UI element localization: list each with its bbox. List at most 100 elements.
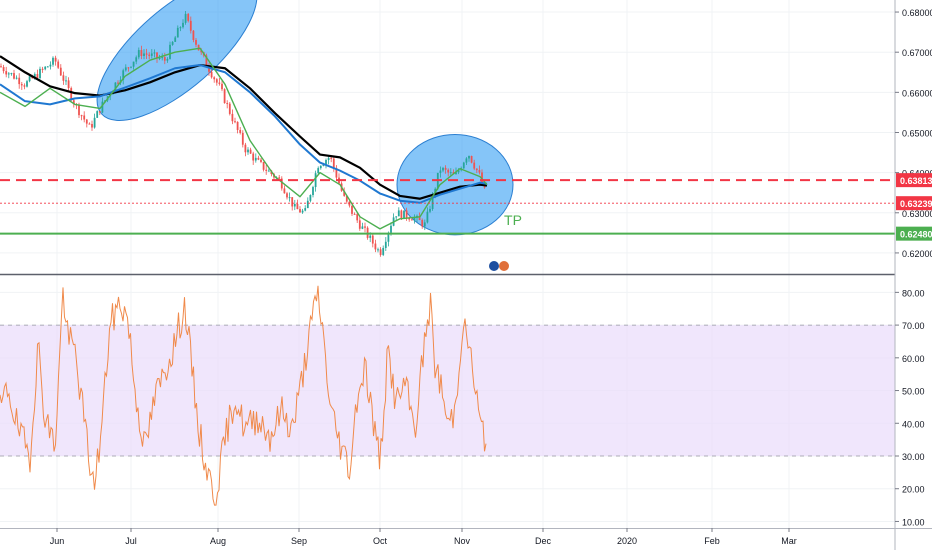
candle-body [288, 197, 291, 199]
candle-body [364, 226, 366, 228]
candle-body [10, 73, 13, 75]
candle-body [403, 210, 405, 219]
price-level-label: 0.63813 [900, 176, 932, 186]
candle-body [228, 103, 231, 114]
candle-body [296, 204, 299, 210]
date-tick-label: Mar [781, 536, 797, 546]
candle-body [215, 79, 218, 83]
price-level-label: 0.63239 [900, 199, 932, 209]
right-axis-background [895, 0, 932, 550]
candle-body [369, 235, 372, 238]
candle-body [83, 115, 86, 120]
candle-body [457, 170, 460, 173]
candle-body [309, 195, 312, 201]
price-level-label: 0.62480 [900, 230, 932, 240]
candle-body [455, 172, 457, 175]
candle-body [28, 76, 31, 82]
candle-body [377, 249, 379, 251]
candle-body [117, 82, 119, 84]
event-flag-icon[interactable] [499, 261, 509, 271]
candle-body [312, 187, 314, 196]
candle-body [150, 53, 153, 56]
candle-body [397, 210, 400, 217]
candle-body [478, 170, 481, 173]
candle-body [449, 172, 452, 174]
candle-body [280, 178, 283, 189]
event-flag-icon[interactable] [489, 261, 499, 271]
candle-body [236, 121, 239, 130]
candle-body [78, 104, 80, 116]
candle-body [353, 213, 356, 215]
candle-body [200, 50, 203, 53]
candle-body [470, 155, 473, 163]
date-tick-label: Sep [291, 536, 307, 546]
moving-averages [0, 47, 488, 230]
candle-body [182, 22, 184, 28]
candle-body [223, 89, 226, 104]
candle-body [356, 214, 359, 221]
candle-body [124, 67, 127, 71]
candle-body [169, 44, 171, 59]
candle-body [153, 52, 156, 54]
candle-body [96, 111, 99, 118]
candle-body [319, 165, 322, 169]
candle-body [444, 167, 447, 170]
candle-body [156, 52, 158, 59]
candle-body [260, 159, 262, 162]
candle-body [122, 70, 125, 80]
candle-body [132, 61, 135, 67]
candle-body [262, 161, 265, 170]
price-level-tag [896, 173, 932, 188]
candle-body [431, 193, 434, 209]
candle-body [143, 53, 145, 56]
candle-body [135, 57, 138, 62]
candle-body [265, 169, 268, 171]
candle-body [184, 13, 187, 23]
candle-body [70, 88, 73, 101]
candle-body [171, 41, 174, 45]
candle-body [481, 172, 483, 183]
candle-body [205, 55, 208, 67]
candle-body [371, 235, 374, 244]
candle-body [418, 215, 421, 221]
candle-body [67, 80, 70, 89]
candle-body [62, 75, 65, 81]
candle-body [314, 173, 317, 188]
candle-body [189, 20, 192, 31]
candle-body [174, 37, 177, 42]
candle-body [59, 67, 62, 76]
candle-body [114, 82, 117, 92]
candle-body [291, 197, 294, 207]
flag-events-icon[interactable] [489, 261, 509, 271]
candle-body [0, 66, 2, 68]
candle-body [325, 160, 327, 165]
candle-body [400, 210, 403, 219]
candlesticks [0, 11, 486, 257]
candle-body [439, 170, 442, 173]
candle-body [91, 124, 93, 128]
rsi-band [0, 325, 895, 456]
highlight-ellipse-2 [396, 133, 514, 236]
price-tick-label: 0.63000 [902, 209, 932, 219]
moving-average-line-1 [0, 55, 488, 200]
candle-body [286, 193, 288, 198]
candle-body [335, 168, 338, 178]
candle-body [410, 219, 413, 221]
candle-body [20, 84, 23, 86]
tp-annotation: TP [504, 212, 522, 228]
candle-body [5, 71, 8, 75]
candle-body [426, 211, 429, 223]
candle-body [304, 208, 307, 211]
candle-body [218, 82, 221, 84]
candle-body [85, 119, 88, 124]
candle-body [239, 129, 242, 133]
highlight-ellipses [96, 0, 514, 236]
candle-body [442, 167, 444, 171]
candle-body [145, 53, 148, 55]
candle-body [249, 149, 252, 154]
rsi-line [0, 285, 487, 506]
candle-body [405, 210, 408, 218]
candle-body [429, 208, 431, 212]
candle-body [18, 77, 21, 85]
